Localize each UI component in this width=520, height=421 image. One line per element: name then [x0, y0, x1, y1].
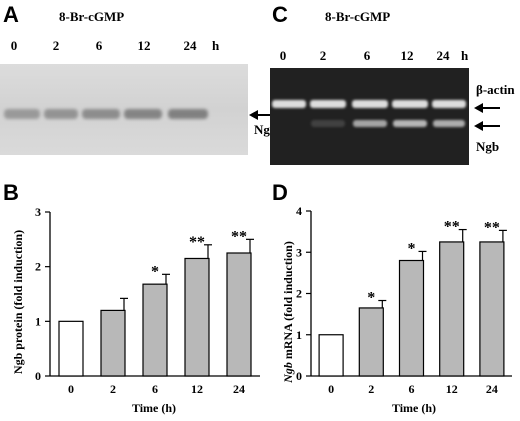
panel-c-time-unit: h [461, 48, 469, 63]
panel-d-x-axis-title: Time (h) [392, 401, 436, 415]
panel-c-actin-band-12 [392, 100, 428, 108]
panel-a-letter: A [3, 2, 19, 27]
panel-a-western-blot [0, 64, 248, 155]
panel-d-x-tick-label-0: 0 [328, 382, 334, 396]
panel-d-significance-2: * [367, 290, 375, 307]
panel-b-y-tick-label-3: 3 [35, 205, 41, 219]
panel-b-bar-12 [184, 257, 210, 377]
panel-a-lane-labels: 0 2 6 12 24 h [11, 38, 220, 53]
panel-c-lane-label-12: 12 [401, 48, 414, 63]
panel-a-lane-label-12: 12 [138, 38, 151, 53]
panel-b-x-tick-label-24: 24 [233, 382, 245, 396]
panel-d-y-tick-label-4: 4 [296, 204, 302, 218]
panel-c-lane-label-2: 2 [320, 48, 327, 63]
panel-b-y-axis-title: Ngb protein (fold induction) [11, 230, 25, 374]
panel-b-y-tick-label-2: 2 [35, 260, 41, 274]
panel-d-bar-2 [358, 307, 384, 377]
panel-c-actin-arrow [474, 103, 500, 113]
panel-d-bar-6 [398, 259, 425, 377]
panel-a-lane-label-0: 0 [11, 38, 18, 53]
panel-d-bar-24 [479, 241, 505, 377]
panel-b-significance-6: * [151, 263, 159, 280]
panel-c-actin-label: β-actin [476, 82, 515, 97]
panel-c-gel-image [270, 68, 469, 165]
panel-b-y-tick-label-0: 0 [35, 369, 41, 383]
panel-c-ngb-band-6 [353, 120, 387, 127]
panel-d-y-tick-label-3: 3 [296, 245, 302, 259]
panel-b-bar-0 [58, 320, 84, 377]
panel-a-treatment-label: 8-Br-cGMP [59, 9, 124, 24]
panel-c-actin-band-24 [432, 100, 466, 108]
panel-b-x-tick-label-6: 6 [152, 382, 158, 396]
panel-c-ngb-band-2 [311, 120, 345, 127]
panel-a-lane-label-2: 2 [53, 38, 60, 53]
panel-b-significance-24: ** [231, 228, 247, 245]
panel-b-y-tick-label-1: 1 [35, 314, 41, 328]
panel-d-x-tick-label-24: 24 [486, 382, 498, 396]
panel-d-y-tick-label-0: 0 [296, 369, 302, 383]
panel-d-x-tick-label-6: 6 [409, 382, 415, 396]
panel-c-lane-label-0: 0 [280, 48, 287, 63]
panel-a-time-unit: h [212, 38, 220, 53]
panel-a-lane-label-6: 6 [96, 38, 103, 53]
panel-c-lane-label-24: 24 [437, 48, 451, 63]
panel-c-bands [272, 100, 466, 127]
panel-c-actin-band-6 [352, 100, 388, 108]
panel-b-x-axis-title: Time (h) [132, 401, 176, 415]
panel-d-x-tick-label-12: 12 [446, 382, 458, 396]
panel-d-x-tick-label-2: 2 [368, 382, 374, 396]
panel-b-bar-6 [142, 283, 168, 377]
panel-d-y-tick-label-2: 2 [296, 287, 302, 301]
panel-b-letter: B [3, 180, 19, 205]
panel-a-band-12 [124, 109, 162, 119]
panel-a-bands [4, 109, 208, 119]
panel-a-band-24 [168, 109, 208, 119]
panel-b-bar-2 [100, 309, 126, 377]
panel-b-significance-12: ** [189, 234, 205, 251]
panel-d-y-axis-title: Ngb mRNA (fold induction) [281, 241, 295, 384]
panel-d-y-axis-title-gene: Ngb [281, 362, 295, 384]
panel-c-ngb-band-24 [433, 120, 465, 127]
panel-d-significance-24: ** [484, 219, 500, 236]
panel-d-y-axis-title-rest: mRNA (fold induction) [281, 241, 295, 362]
panel-c-lane-label-6: 6 [364, 48, 371, 63]
panel-c-ngb-band-12 [393, 120, 427, 127]
panel-a-lane-label-24: 24 [184, 38, 198, 53]
panel-c-actin-band-0 [272, 100, 306, 108]
panel-c-ngb-arrow [474, 121, 500, 131]
panel-c-ngb-label: Ngb [476, 139, 499, 154]
panel-d: D Ngb mRNA (fold induction) 012340*2*6**… [272, 180, 512, 415]
panel-d-significance-6: * [408, 240, 416, 257]
panel-a-band-0 [4, 109, 40, 119]
panel-c-treatment-label: 8-Br-cGMP [325, 9, 390, 24]
panel-c: C 8-Br-cGMP 0 2 6 12 24 h β-actin Ngb [270, 2, 515, 165]
panel-b-x-tick-label-12: 12 [191, 382, 203, 396]
panel-c-actin-band-2 [310, 100, 346, 108]
panel-d-significance-12: ** [444, 219, 460, 236]
panel-b-x-tick-label-0: 0 [68, 382, 74, 396]
panel-d-bar-12 [439, 241, 465, 377]
panel-a-band-6 [82, 109, 120, 119]
panel-a-band-2 [44, 109, 78, 119]
panel-d-bar-0 [318, 334, 344, 377]
panel-b-x-tick-label-2: 2 [110, 382, 116, 396]
panel-c-lane-labels: 0 2 6 12 24 h [280, 48, 469, 63]
panel-c-letter: C [272, 2, 288, 27]
panel-c-gel-haze [270, 68, 469, 165]
panel-b-bar-24 [226, 252, 252, 377]
panel-d-y-tick-label-1: 1 [296, 328, 302, 342]
panel-d-letter: D [272, 180, 288, 205]
panel-a: A 8-Br-cGMP 0 2 6 12 24 h Ngb [0, 2, 277, 155]
